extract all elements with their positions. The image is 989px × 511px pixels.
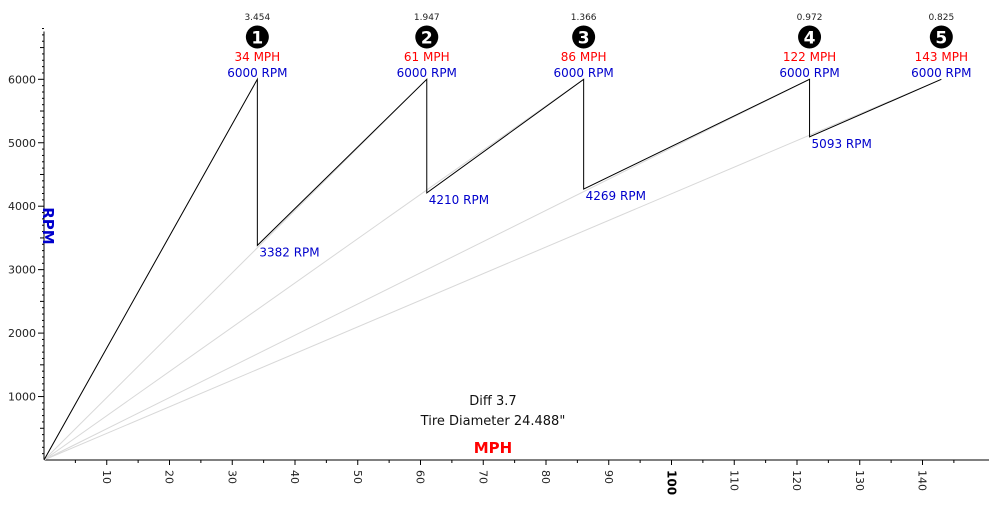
gear-2-label-group: 1.947 261 MPH 6000 RPM 4210 RPM — [397, 13, 489, 207]
gear-3-badge-circle — [572, 25, 596, 49]
gear-1-badge-circle — [245, 25, 269, 49]
x-axis-title: MPH — [474, 439, 512, 457]
x-tick-label: 70 — [476, 470, 489, 484]
x-tick-label: 140 — [916, 470, 929, 491]
y-tick-label: 4000 — [8, 200, 36, 213]
gear-3-badge-number: 3 — [578, 29, 590, 49]
x-tick-label: 100 — [664, 470, 678, 495]
gear-3-label-group: 1.366 386 MPH 6000 RPM 4269 RPM — [554, 13, 646, 203]
rpm-sawtooth-line — [43, 77, 942, 461]
gear-labels: 3.454 134 MPH 6000 RPM 3382 RPM 1.947 261 MPH… — [227, 13, 971, 259]
rpm-curve — [43, 77, 942, 461]
gear-3-guide-line — [43, 78, 584, 461]
x-tick-label: 20 — [163, 470, 176, 484]
gear-5-shift-mph: 143 MPH — [915, 50, 968, 64]
gear-5-badge-number: 5 — [935, 29, 947, 49]
x-tick-label: 50 — [351, 470, 364, 484]
gear-2-drop-rpm: 4210 RPM — [429, 193, 489, 207]
gear-2-badge-number: 2 — [421, 29, 433, 49]
gear-4-ratio: 0.972 — [797, 13, 823, 23]
gear-2-shift-rpm: 6000 RPM — [397, 66, 457, 80]
gear-4-badge-number: 4 — [804, 29, 816, 49]
gear-1-shift-rpm: 6000 RPM — [227, 66, 287, 80]
gear-2-badge-circle — [415, 25, 439, 49]
y-tick-label: 5000 — [8, 137, 36, 150]
x-tick-label: 40 — [288, 470, 301, 484]
gear-4-badge-circle — [798, 25, 822, 49]
axes: 10 20 30 40 50 60 70 80 90 100 110 120 130 140 1000 200… — [8, 28, 989, 495]
x-tick-label: 110 — [727, 470, 740, 491]
diff-note: Diff 3.7 — [469, 394, 516, 409]
gear-1-badge-number: 1 — [251, 29, 263, 49]
x-tick-label: 130 — [853, 470, 866, 491]
gear-5-ratio: 0.825 — [928, 13, 954, 23]
x-tick-label: 90 — [602, 470, 615, 484]
x-tick-label: 30 — [225, 470, 238, 484]
gear-1-label-group: 3.454 134 MPH 6000 RPM 3382 RPM — [227, 13, 319, 259]
gear-3-shift-mph: 86 MPH — [561, 50, 607, 64]
x-tick-label: 10 — [100, 470, 113, 484]
gear-2-guide-line — [43, 78, 428, 461]
gear-4-shift-mph: 122 MPH — [783, 50, 836, 64]
y-tick-label: 2000 — [8, 327, 36, 340]
y-tick-label: 6000 — [8, 73, 36, 86]
gear-3-ratio: 1.366 — [571, 13, 597, 23]
gear-5-shift-rpm: 6000 RPM — [911, 66, 971, 80]
gear-1-ratio: 3.454 — [244, 13, 270, 23]
gear-4-guide-line — [43, 78, 810, 461]
y-axis-title: RPM — [39, 207, 57, 244]
gear-3-drop-rpm: 4269 RPM — [586, 189, 646, 203]
gear-2-shift-mph: 61 MPH — [404, 50, 450, 64]
gear-1-drop-rpm: 3382 RPM — [259, 245, 319, 259]
tire-diameter-note: Tire Diameter 24.488" — [420, 414, 566, 429]
y-tick-label: 1000 — [8, 391, 36, 404]
gear-4-shift-rpm: 6000 RPM — [779, 66, 839, 80]
gear-2-ratio: 1.947 — [414, 13, 440, 23]
y-tick-label: 3000 — [8, 264, 36, 277]
gear-3-shift-rpm: 6000 RPM — [554, 66, 614, 80]
x-tick-label: 120 — [790, 470, 803, 491]
x-tick-label: 80 — [539, 470, 552, 484]
gear-5-badge-circle — [929, 25, 953, 49]
x-tick-label: 60 — [414, 470, 427, 484]
gear-4-drop-rpm: 5093 RPM — [812, 137, 872, 151]
gear-1-shift-mph: 34 MPH — [234, 50, 280, 64]
gear-5-guide-line — [43, 78, 942, 461]
